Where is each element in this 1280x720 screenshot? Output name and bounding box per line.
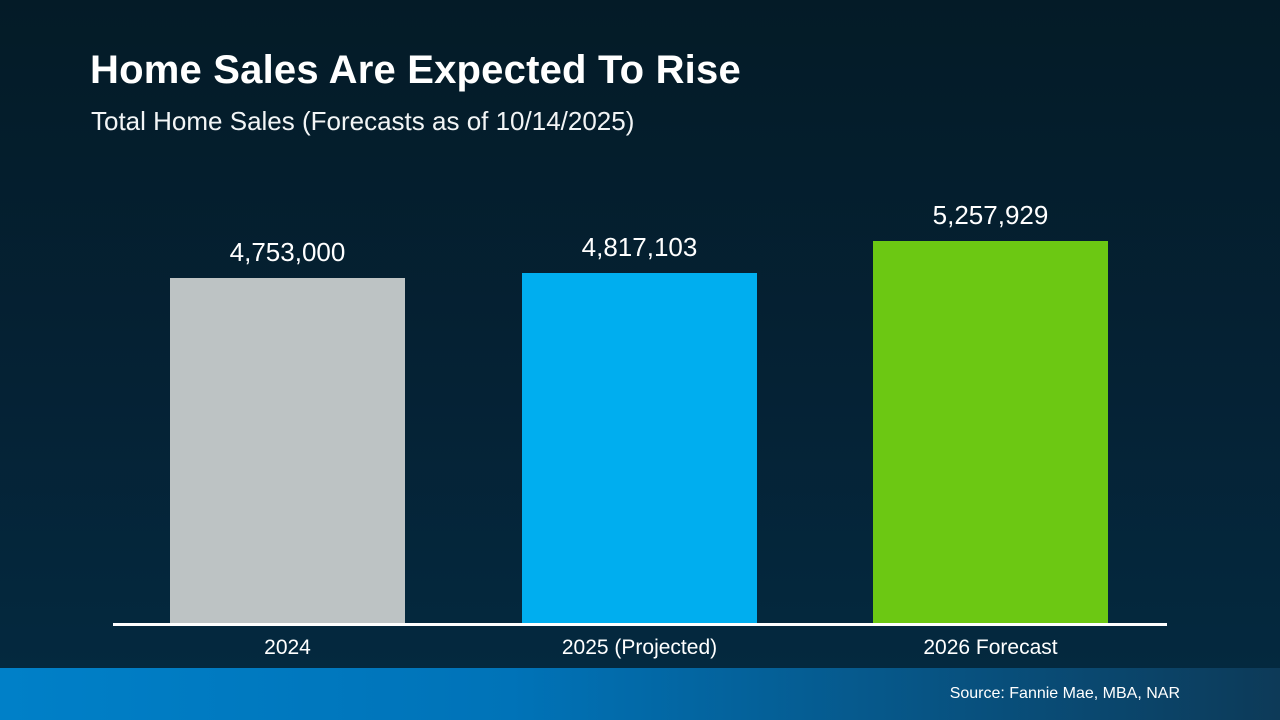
value-label-2026-forecast: 5,257,929 bbox=[932, 200, 1049, 230]
bar-group-2026-forecast: 5,257,929 bbox=[873, 197, 1108, 623]
category-label-2024: 2024 bbox=[264, 636, 311, 659]
category-label-2025-projected: 2025 (Projected) bbox=[561, 636, 718, 659]
value-label-2024: 4,753,000 bbox=[229, 237, 346, 267]
bar-group-2024: 4,753,000 bbox=[170, 234, 405, 623]
chart-subtitle: Total Home Sales (Forecasts as of 10/14/… bbox=[91, 106, 635, 136]
bar-2024 bbox=[170, 278, 405, 623]
bar-group-2025-projected: 4,817,103 bbox=[522, 229, 757, 623]
source-text: Source: Fannie Mae, MBA, NAR bbox=[949, 685, 1180, 702]
page-title: Home Sales Are Expected To Rise bbox=[90, 48, 741, 92]
bar-2025-projected bbox=[522, 273, 757, 623]
value-label-2025-projected: 4,817,103 bbox=[581, 232, 698, 262]
category-label-2026-forecast: 2026 Forecast bbox=[923, 636, 1058, 659]
bar-2026-forecast bbox=[873, 241, 1108, 623]
x-axis-line bbox=[113, 623, 1167, 626]
footer-bar: Source: Fannie Mae, MBA, NAR bbox=[0, 668, 1280, 720]
